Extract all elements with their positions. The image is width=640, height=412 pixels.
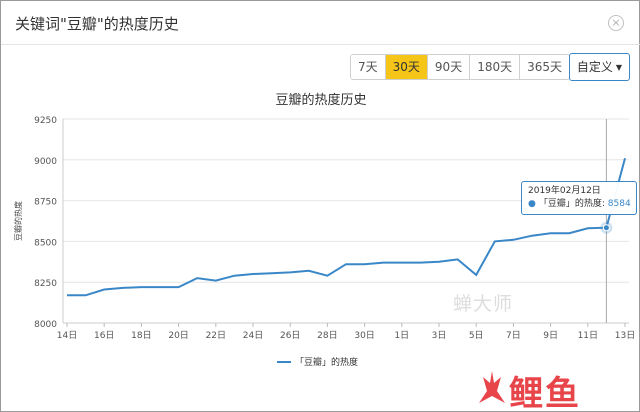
x-tick-label: 13日 (615, 330, 635, 341)
y-tick-label: 8250 (34, 279, 57, 289)
x-tick-label: 14日 (57, 330, 77, 341)
close-icon[interactable]: × (608, 15, 624, 31)
custom-range-label: 自定义 (576, 60, 613, 74)
y-tick-label: 9250 (34, 116, 57, 126)
series-line (67, 157, 626, 297)
range-90-days-button[interactable]: 90天 (427, 55, 471, 79)
range-365-days-button[interactable]: 365天 (520, 55, 570, 79)
range-30-days-button[interactable]: 30天 (385, 55, 428, 79)
x-tick-label: 9日 (543, 330, 558, 341)
tooltip-row: ● 「豆瓣」的热度: 8584 (528, 198, 631, 211)
x-tick-label: 20日 (168, 330, 188, 341)
x-tick-label: 3日 (432, 330, 447, 341)
chart-tooltip: 2019年02月12日 ● 「豆瓣」的热度: 8584 (521, 181, 637, 215)
y-tick-label: 8750 (34, 198, 57, 208)
brand-logo-text: 鲤鱼 (509, 374, 581, 412)
series-dot-icon: ● (528, 199, 536, 209)
x-tick-label: 11日 (578, 330, 598, 341)
watermark-text: 蝉大师 (453, 293, 514, 315)
legend-label: 「豆瓣」的热度 (295, 356, 358, 368)
tooltip-series-label: 「豆瓣」的热度: (538, 199, 605, 209)
x-tick-label: 18日 (131, 330, 151, 341)
x-tick-label: 1日 (394, 330, 409, 341)
y-tick-label: 8500 (34, 238, 57, 248)
y-axis-label: 豆瓣的热度 (13, 201, 23, 241)
dialog-header: 关键词"豆瓣"的热度历史 × (1, 1, 640, 45)
chart-title: 豆瓣的热度历史 (275, 92, 366, 108)
x-tick-label: 26日 (280, 330, 300, 341)
tooltip-value: 8584 (607, 199, 631, 209)
dialog-title: 关键词"豆瓣"的热度历史 (15, 15, 179, 33)
range-180-days-button[interactable]: 180天 (470, 55, 521, 79)
fire-logo-icon (479, 371, 505, 403)
chevron-down-icon: ▼ (615, 62, 623, 72)
hover-point (602, 224, 610, 232)
heat-line-chart: 豆瓣的热度历史 8000 8250 8500 8750 9000 9250 14日 16日 18日… (13, 92, 635, 368)
custom-range-dropdown[interactable]: 自定义 ▼ (569, 53, 630, 81)
x-tick-label: 24日 (243, 330, 263, 341)
x-tick-label: 30日 (354, 330, 374, 341)
x-tick-label: 5日 (469, 330, 484, 341)
y-tick-label: 8000 (34, 320, 57, 330)
x-tick-label: 22日 (206, 330, 226, 341)
tooltip-date: 2019年02月12日 (528, 186, 601, 196)
y-tick-label: 9000 (34, 157, 57, 167)
range-7-days-button[interactable]: 7天 (351, 55, 386, 79)
time-range-selector: 7天 30天 90天 180天 365天 (350, 54, 571, 80)
x-tick-label: 7日 (506, 330, 521, 341)
x-tick-label: 28日 (317, 330, 337, 341)
x-tick-label: 16日 (94, 330, 114, 341)
